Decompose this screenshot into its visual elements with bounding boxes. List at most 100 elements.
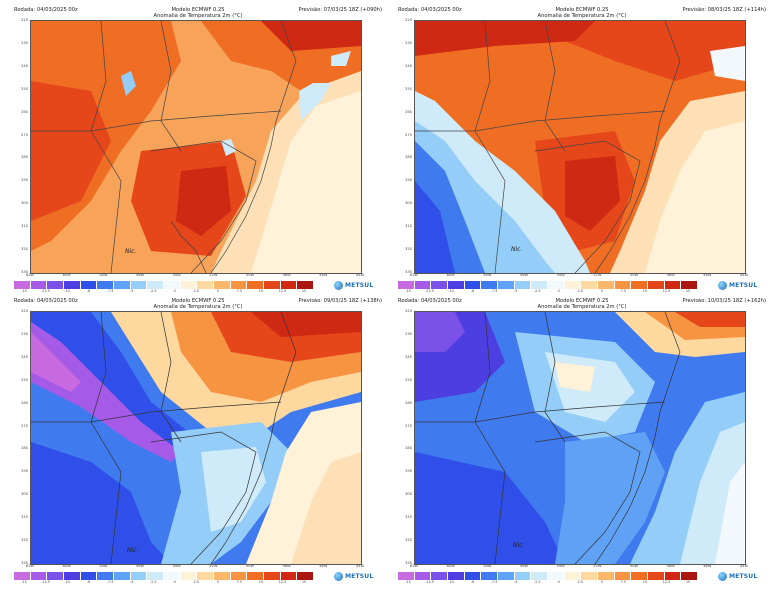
latitude-tick: 22S: [405, 18, 412, 22]
map-panel-3: Rodada: 04/03/2025 00z Modelo ECMWF 0.25…: [14, 297, 382, 585]
colorbar-tick: 10: [642, 580, 648, 584]
colorbar-tick: 7.5: [620, 289, 627, 293]
latitude-axis: 33S 32S 31S 30S 29S 28S 27S 26S 25S 24S 23S 22S: [14, 18, 29, 274]
colorbar-tick: 7.5: [620, 580, 627, 584]
map-field: Nic.: [415, 312, 745, 564]
panel-header: Rodada: 04/03/2025 00z Modelo ECMWF 0.25…: [14, 6, 382, 19]
longitude-tick: 48W: [666, 273, 675, 277]
latitude-tick: 29S: [405, 178, 412, 183]
longitude-tick: 60W: [62, 564, 71, 568]
latitude-tick: 27S: [405, 132, 412, 137]
colorbar-tick: -12.5: [41, 580, 50, 584]
latitude-tick: 31S: [21, 515, 28, 520]
anomaly-map: Nic.: [30, 20, 362, 274]
latitude-tick: 26S: [21, 109, 28, 114]
colorbar-swatch: [681, 572, 699, 580]
colorbar-swatch: [631, 281, 649, 289]
run-label: Rodada: 04/03/2025 00z: [14, 7, 78, 13]
colorbar-swatch: [581, 281, 599, 289]
latitude-tick: 28S: [21, 446, 28, 451]
colorbar-swatch: [431, 281, 449, 289]
colorbar-swatch: [598, 281, 615, 289]
colorbar-swatch: [398, 281, 415, 289]
colorbar-tick: -7.5: [490, 289, 498, 293]
latitude-tick: 28S: [405, 155, 412, 160]
colorbar-swatch: [648, 572, 665, 580]
colorbar-swatch: [197, 281, 215, 289]
longitude-tick: 52W: [593, 273, 602, 277]
colorbar-swatch: [14, 572, 31, 580]
colorbar-swatch: [147, 281, 165, 289]
colorbar-tick: 5: [600, 289, 603, 293]
forecast-label: Previsão: 09/03/25 18Z (+138h): [298, 298, 382, 304]
colorbar-swatch: [564, 281, 582, 289]
colorbar-swatch: [531, 572, 549, 580]
colorbar-swatch: [548, 281, 565, 289]
colorbar-tick: 0: [173, 580, 176, 584]
latitude-tick: 25S: [21, 86, 28, 91]
latitude-tick: 23S: [405, 40, 412, 45]
colorbar-tick: -15: [21, 289, 27, 293]
latitude-tick: 24S: [405, 63, 412, 68]
longitude-axis: 62W 60W 58W 56W 54W 52W 50W 48W 46W 44W: [26, 273, 364, 279]
latitude-tick: 32S: [405, 247, 412, 252]
colorbar-swatch: [47, 281, 65, 289]
longitude-tick: 56W: [519, 273, 529, 277]
longitude-tick: 62W: [25, 273, 35, 277]
colorbar-swatch: [264, 281, 281, 289]
forecast-label: Previsão: 07/03/25 18Z (+090h): [298, 7, 382, 13]
latitude-tick: 29S: [21, 469, 28, 474]
colorbar-tick: 2.5: [193, 580, 199, 584]
longitude-tick: 48W: [282, 273, 291, 277]
latitude-tick: 30S: [21, 492, 28, 497]
latitude-tick: 23S: [21, 331, 28, 336]
latitude-tick: 24S: [21, 354, 28, 359]
colorbar-tick: -8: [470, 289, 475, 293]
city-label: Nic.: [511, 246, 522, 253]
colorbar-tick: -8: [86, 289, 91, 293]
metsul-logo: METSUL: [718, 279, 766, 291]
latitude-tick: 31S: [405, 224, 412, 229]
longitude-tick: 46W: [703, 273, 712, 277]
latitude-tick: 22S: [405, 309, 412, 313]
colorbar-swatch: [180, 281, 198, 289]
latitude-axis: 33S 32S 31S 30S 29S 28S 27S 26S 25S 24S 23S 22S: [14, 309, 29, 565]
colorbar-swatch: [264, 572, 281, 580]
map-field: Nic.: [31, 312, 361, 564]
latitude-tick: 30S: [405, 492, 412, 497]
colorbar-tick: 5: [216, 289, 219, 293]
colorbar-tick: -5: [513, 580, 518, 584]
colorbar-tick: 2.5: [577, 580, 583, 584]
model-label: Modelo ECMWF 0.25: [171, 298, 225, 304]
latitude-tick: 27S: [405, 423, 412, 428]
map-panel-1: Rodada: 04/03/2025 00z Modelo ECMWF 0.25…: [14, 6, 382, 294]
colorbar: [14, 572, 315, 580]
colorbar-tick: 7.5: [236, 289, 243, 293]
colorbar-swatch: [631, 572, 649, 580]
latitude-tick: 23S: [21, 40, 28, 45]
longitude-tick: 62W: [409, 273, 419, 277]
colorbar-tick: -15: [21, 580, 27, 584]
longitude-tick: 44W: [355, 273, 365, 277]
latitude-tick: 33S: [405, 270, 412, 274]
longitude-tick: 46W: [703, 564, 712, 568]
colorbar-swatch: [548, 572, 565, 580]
colorbar-tick: -10: [64, 580, 70, 584]
longitude-axis: 62W 60W 58W 56W 54W 52W 50W 48W 46W 44W: [26, 564, 364, 570]
colorbar-swatch: [498, 572, 515, 580]
logo-text: METSUL: [729, 572, 758, 580]
city-label: Nic.: [127, 547, 138, 554]
model-label: Modelo ECMWF 0.25: [171, 7, 225, 13]
map-panel-2: Rodada: 04/03/2025 00z Modelo ECMWF 0.25…: [398, 6, 766, 294]
latitude-tick: 33S: [21, 270, 28, 274]
anomaly-map: Nic.: [414, 20, 746, 274]
longitude-tick: 54W: [172, 564, 181, 568]
latitude-tick: 25S: [405, 86, 412, 91]
colorbar-tick: 12.5: [662, 289, 671, 293]
colorbar-swatch: [130, 572, 148, 580]
colorbar-swatch: [97, 572, 115, 580]
longitude-axis: 62W 60W 58W 56W 54W 52W 50W 48W 46W 44W: [410, 273, 748, 279]
colorbar-swatch: [448, 281, 465, 289]
latitude-tick: 31S: [21, 224, 28, 229]
latitude-tick: 25S: [405, 377, 412, 382]
